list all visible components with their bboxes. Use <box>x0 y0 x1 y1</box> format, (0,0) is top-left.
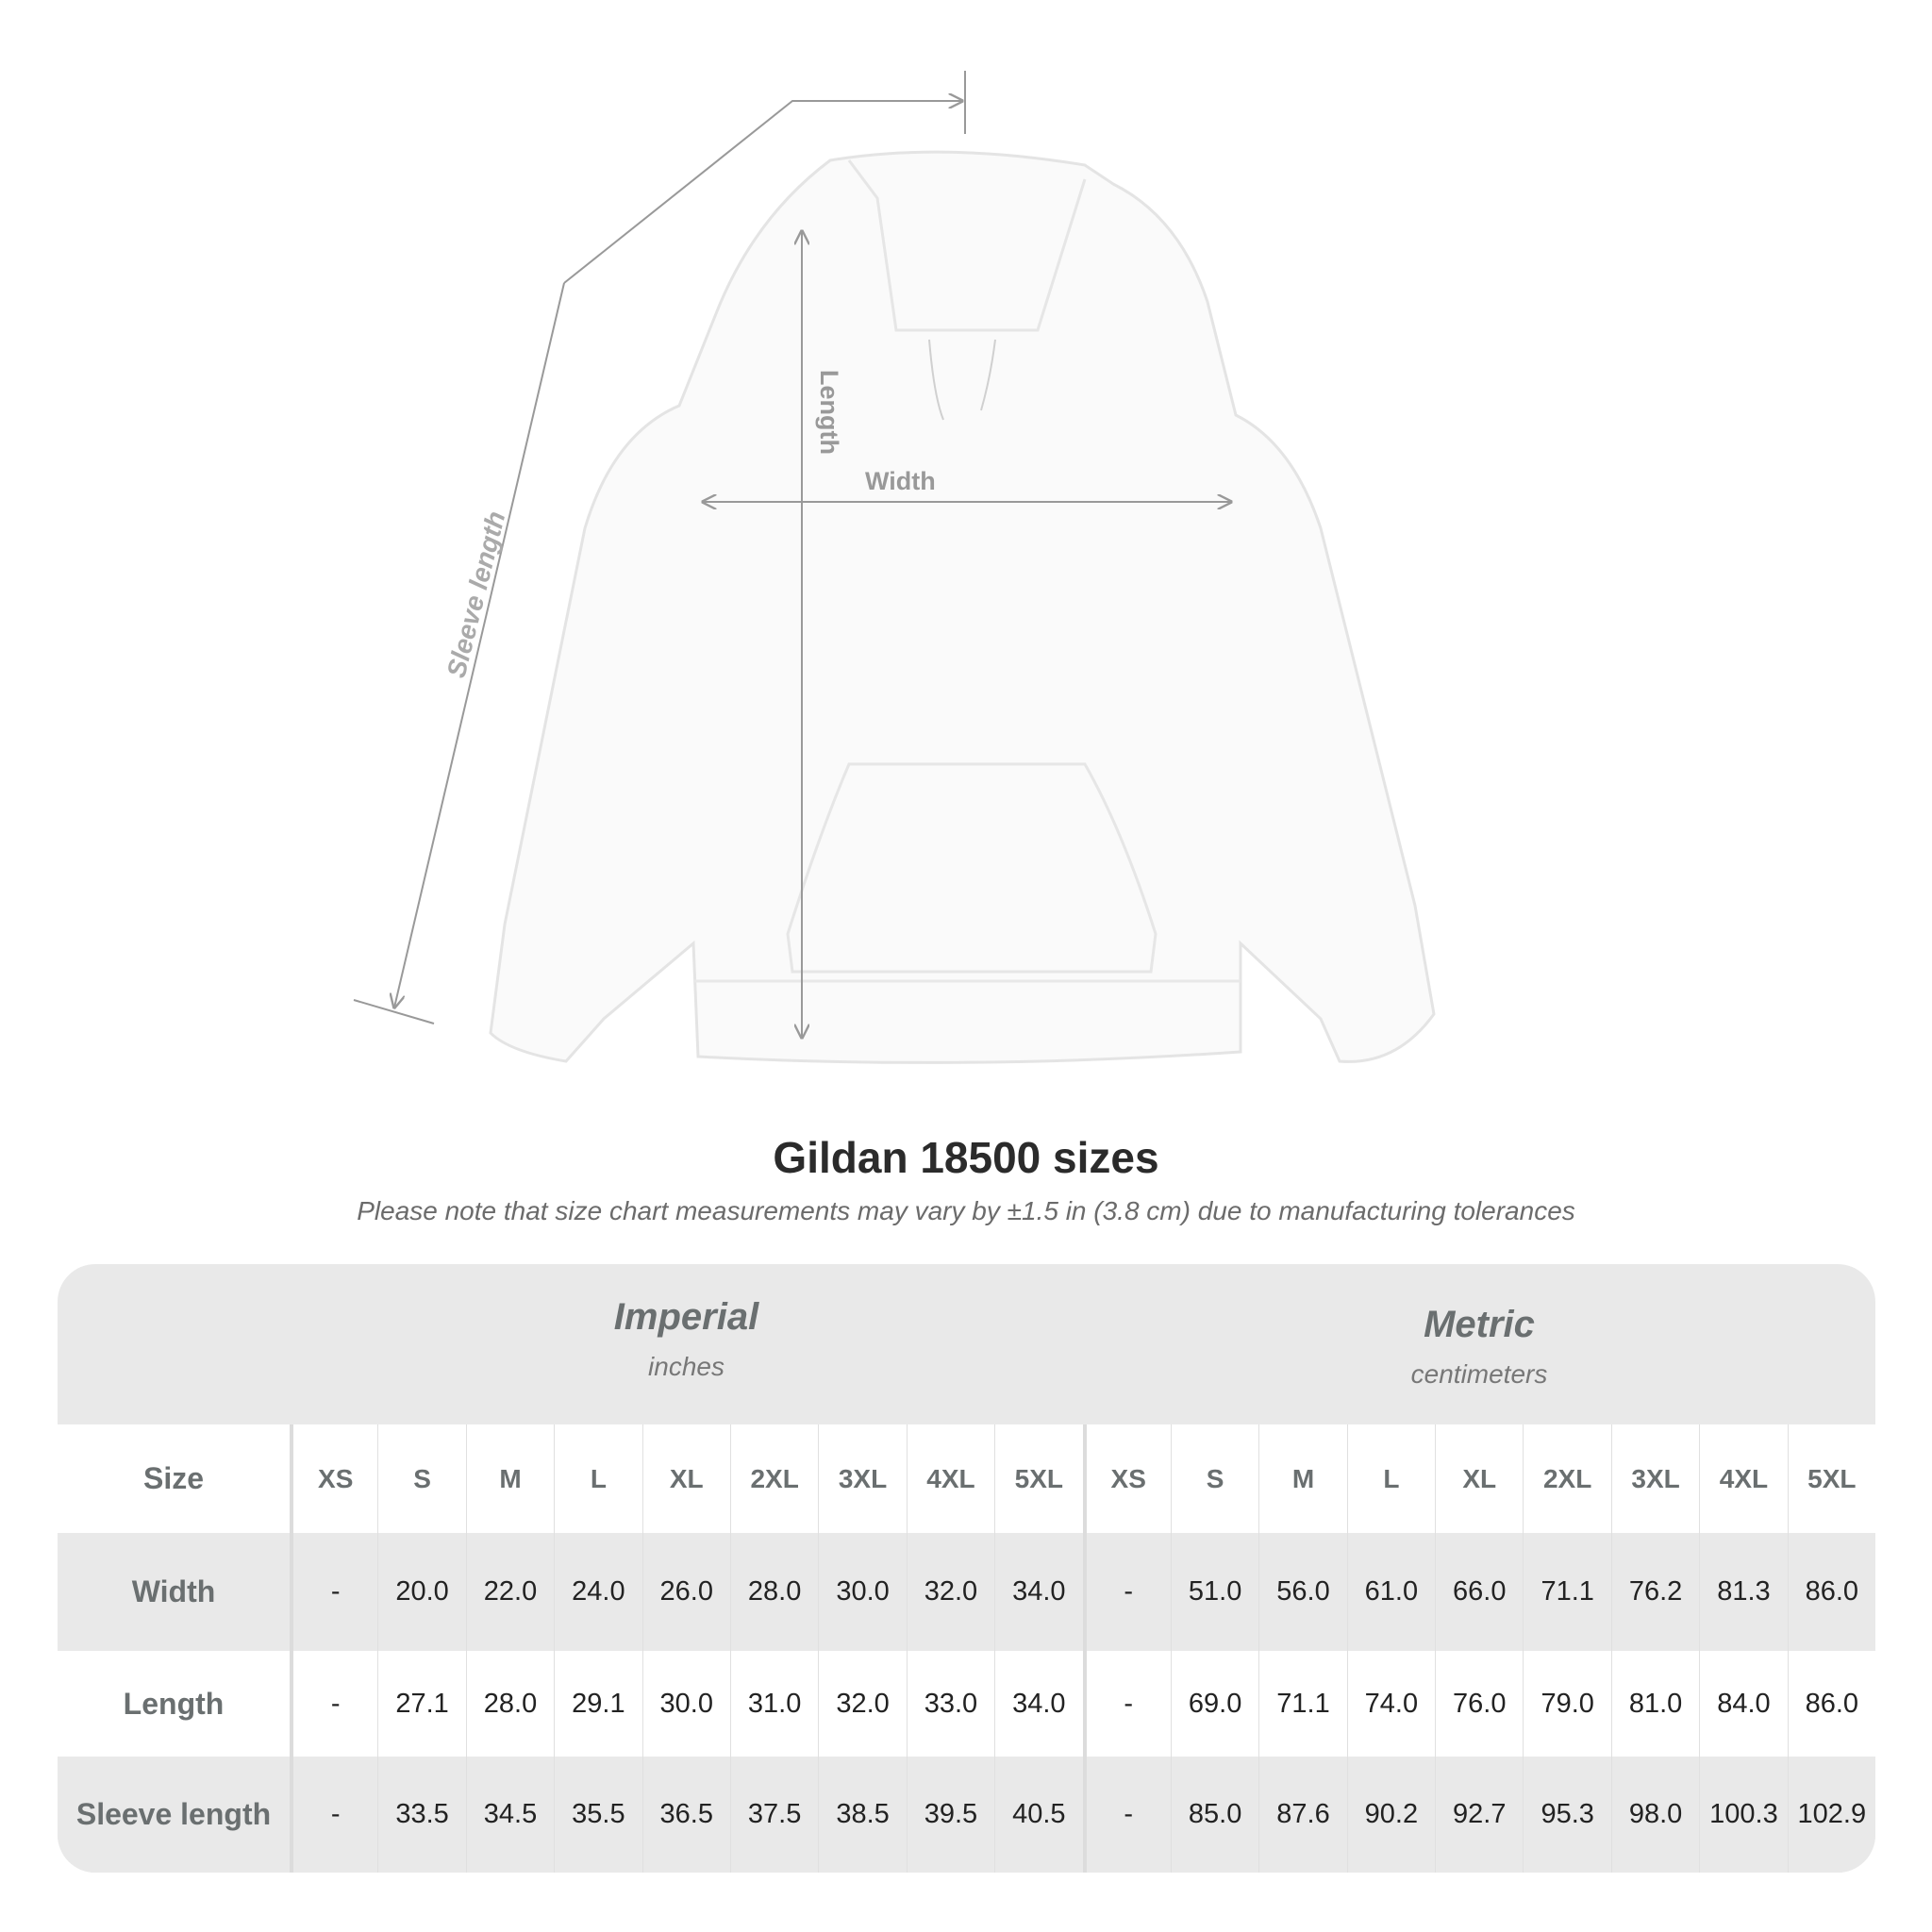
metric-cell: - <box>1082 1533 1171 1651</box>
imperial-cell: 2XL <box>729 1424 818 1533</box>
metric-cell: 76.0 <box>1435 1651 1523 1757</box>
page-title: Gildan 18500 sizes <box>773 1133 1159 1182</box>
metric-cell: 85.0 <box>1170 1757 1258 1873</box>
imperial-cell: 28.0 <box>465 1651 554 1757</box>
metric-cell: 66.0 <box>1435 1533 1523 1651</box>
dimension-lines <box>353 71 1231 1038</box>
imperial-cell: 20.0 <box>377 1533 465 1651</box>
imperial-cell: 30.0 <box>641 1651 730 1757</box>
imperial-cell: XL <box>641 1424 730 1533</box>
imperial-cell: 38.5 <box>818 1757 906 1873</box>
imperial-cell: 37.5 <box>729 1757 818 1873</box>
imperial-cell: 28.0 <box>729 1533 818 1651</box>
metric-cell: 69.0 <box>1170 1651 1258 1757</box>
metric-cell: 87.6 <box>1258 1757 1346 1873</box>
hoodie-diagram: Sleeve length Length Width <box>353 71 1436 1064</box>
table-row: Length -27.1 28.0 29.1 30.0 31.0 32.0 33.0 34.0-… <box>58 1651 1875 1757</box>
metric-title: Metric <box>1424 1304 1535 1345</box>
metric-cell: 102.9 <box>1787 1757 1875 1873</box>
imperial-cell: 32.0 <box>906 1533 994 1651</box>
metric-cell: 86.0 <box>1787 1533 1875 1651</box>
metric-cell: 71.1 <box>1523 1533 1610 1651</box>
row-label: Width <box>131 1574 216 1608</box>
metric-cell: XS <box>1082 1424 1171 1533</box>
metric-cell: XL <box>1435 1424 1523 1533</box>
imperial-cell: 33.0 <box>906 1651 994 1757</box>
imperial-cell: 32.0 <box>818 1651 906 1757</box>
imperial-cell: - <box>290 1651 377 1757</box>
metric-cell: 74.0 <box>1346 1651 1435 1757</box>
metric-cell: 61.0 <box>1346 1533 1435 1651</box>
sleeve-length-label: Sleeve length <box>441 508 511 681</box>
metric-cell: 56.0 <box>1258 1533 1346 1651</box>
imperial-cell: L <box>554 1424 641 1533</box>
metric-cell: S <box>1170 1424 1258 1533</box>
metric-cell: 90.2 <box>1346 1757 1435 1873</box>
imperial-cell: 40.5 <box>994 1757 1082 1873</box>
imperial-cell: 24.0 <box>554 1533 641 1651</box>
imperial-title: Imperial <box>613 1296 759 1338</box>
imperial-cell: XS <box>290 1424 377 1533</box>
imperial-cell: M <box>465 1424 554 1533</box>
imperial-cell: 26.0 <box>641 1533 730 1651</box>
imperial-unit: inches <box>648 1352 724 1381</box>
metric-cell: 81.0 <box>1610 1651 1699 1757</box>
metric-cell: 71.1 <box>1258 1651 1346 1757</box>
metric-cell: 51.0 <box>1170 1533 1258 1651</box>
metric-cell: 100.3 <box>1699 1757 1787 1873</box>
imperial-cell: 34.5 <box>465 1757 554 1873</box>
imperial-cell: 34.0 <box>994 1651 1082 1757</box>
imperial-cell: 3XL <box>818 1424 906 1533</box>
imperial-cell: - <box>290 1757 377 1873</box>
row-label: Length <box>123 1686 225 1721</box>
imperial-cell: 30.0 <box>818 1533 906 1651</box>
metric-cell: L <box>1346 1424 1435 1533</box>
metric-cell: 86.0 <box>1787 1651 1875 1757</box>
metric-cell: - <box>1082 1757 1171 1873</box>
imperial-cell: 33.5 <box>377 1757 465 1873</box>
metric-cell: 95.3 <box>1523 1757 1610 1873</box>
imperial-cell: 27.1 <box>377 1651 465 1757</box>
metric-unit: centimeters <box>1410 1359 1548 1389</box>
metric-cell: 3XL <box>1610 1424 1699 1533</box>
imperial-cell: 34.0 <box>994 1533 1082 1651</box>
imperial-cell: 35.5 <box>554 1757 641 1873</box>
size-chart-table: Imperial inches Metric centimeters Size X… <box>58 1264 1875 1873</box>
imperial-cell: 22.0 <box>465 1533 554 1651</box>
metric-cell: 5XL <box>1787 1424 1875 1533</box>
width-label: Width <box>865 467 936 495</box>
hoodie-illustration <box>489 150 1436 1064</box>
metric-cell: 79.0 <box>1523 1651 1610 1757</box>
metric-cell: 92.7 <box>1435 1757 1523 1873</box>
row-label: Sleeve length <box>75 1797 272 1831</box>
metric-cell: 84.0 <box>1699 1651 1787 1757</box>
metric-cell: M <box>1258 1424 1346 1533</box>
length-label: Length <box>815 370 843 455</box>
imperial-cell: 4XL <box>906 1424 994 1533</box>
metric-cell: 4XL <box>1699 1424 1787 1533</box>
imperial-cell: 39.5 <box>906 1757 994 1873</box>
metric-cell: 98.0 <box>1610 1757 1699 1873</box>
metric-cell: - <box>1082 1651 1171 1757</box>
imperial-cell: 31.0 <box>729 1651 818 1757</box>
imperial-cell: 29.1 <box>554 1651 641 1757</box>
tolerance-note: Please note that size chart measurements… <box>357 1196 1575 1225</box>
imperial-cell: 36.5 <box>641 1757 730 1873</box>
imperial-cell: 5XL <box>994 1424 1082 1533</box>
table-row: Sleeve length -33.5 34.5 35.5 36.5 37.5 38.5 39… <box>58 1757 1875 1873</box>
table-row: Width -20.0 22.0 24.0 26.0 28.0 30.0 32.0 34.0-5… <box>58 1533 1875 1651</box>
metric-header: Metric centimeters <box>1083 1272 1875 1432</box>
imperial-cell: S <box>377 1424 465 1533</box>
size-header-row: Size XS S M L XL 2XL 3XL 4XL 5XL XS S M L XL 2XL 3XL 4XL 5… <box>58 1424 1875 1533</box>
metric-cell: 2XL <box>1523 1424 1610 1533</box>
metric-cell: 76.2 <box>1610 1533 1699 1651</box>
row-label: Size <box>142 1461 205 1495</box>
imperial-cell: - <box>290 1533 377 1651</box>
metric-cell: 81.3 <box>1699 1533 1787 1651</box>
imperial-header: Imperial inches <box>290 1264 1083 1424</box>
